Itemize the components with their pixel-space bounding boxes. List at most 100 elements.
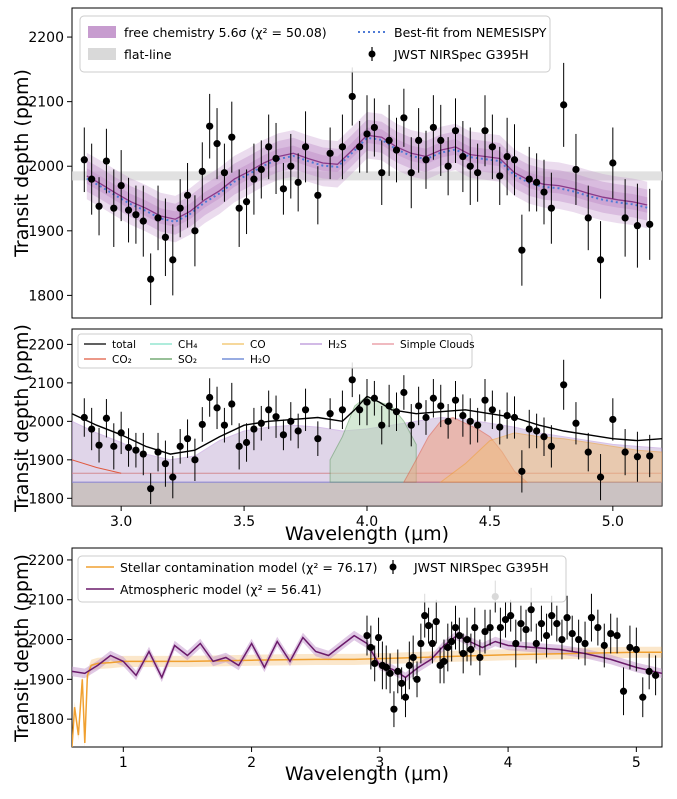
panel-top-data-point (540, 188, 548, 196)
panel-bottom-ytick-label: 2200 (28, 553, 64, 569)
panel-top-data-point (633, 222, 642, 230)
panel-bottom-xtick-label: 3 (375, 755, 384, 771)
panel-top-data-point (533, 178, 541, 186)
panel-top-data-point (584, 214, 592, 222)
panel-middle-ytick-label: 2000 (28, 414, 64, 430)
panel-top-data-point (560, 101, 568, 109)
panel-bottom-data-point (532, 639, 540, 648)
panel-bottom-ytick-label: 2000 (28, 633, 64, 649)
panel-bottom-data-point (507, 612, 515, 620)
panel-top-data-point (183, 191, 192, 199)
legend-marker-jwst-bottom (389, 563, 397, 571)
panel-bottom-data-point (481, 627, 489, 636)
panel-bottom-data-point (548, 612, 556, 620)
legend-label-free-chemistry: free chemistry 5.6σ (χ² = 50.08) (124, 25, 327, 40)
legend-h2s: H₂S (328, 339, 347, 351)
panel-middle-ytick-label: 1900 (28, 453, 64, 469)
panel-bottom-xtick-label: 5 (632, 755, 641, 771)
panel-top-data-point (437, 136, 445, 144)
free-chemistry-band (86, 127, 648, 227)
panel-middle-data-point (533, 427, 541, 435)
panel-top-data-point (621, 214, 629, 222)
panel-bottom-data-point (374, 633, 383, 642)
panel-middle-data-point (621, 448, 629, 456)
atmospheric-model-line (72, 634, 662, 680)
panel-middle-plot-area (72, 359, 662, 506)
panel-top-plot-area (72, 62, 662, 306)
panel-top-data-point (429, 123, 437, 132)
panel-top-data-point (510, 156, 519, 164)
panel-middle-data-point (132, 446, 140, 454)
panel-top-data-point (338, 143, 347, 151)
panel-bottom-data-point (542, 631, 551, 640)
panel-top-data-point (176, 204, 184, 212)
panel-bottom-data-point (413, 675, 421, 683)
legend-box-bottom (77, 555, 567, 603)
panel-middle: 1800 1900 2000 2100 2200 3.0 3.5 4.0 4.5 5.0 Tra… (11, 324, 663, 545)
legend-marker-jwst (368, 50, 376, 58)
panel-bottom-data-point (398, 679, 406, 687)
panel-top-data-point (451, 127, 460, 135)
panel-middle-xlabel: Wavelength (μm) (285, 523, 449, 545)
panel-bottom-data-point (587, 614, 596, 622)
panel-top-data-point (294, 178, 302, 186)
panel-top-data-point (80, 156, 88, 164)
legend-band-flat-line (88, 48, 116, 60)
flat-line-band (72, 171, 662, 181)
panel-middle-xticks: 3.0 3.5 4.0 4.5 5.0 (110, 506, 624, 530)
panel-middle-data-point (540, 433, 548, 441)
panel-top-ytick-label: 1800 (28, 288, 64, 304)
panel-middle-data-point (466, 417, 474, 425)
panel-bottom-data-point (394, 667, 402, 675)
panel-top-data-point (301, 143, 310, 151)
panel-top-data-point (609, 159, 617, 167)
panel-top-data-point (213, 140, 221, 148)
panel-bottom-data-point (575, 635, 583, 644)
panel-middle-data-point (422, 413, 430, 422)
panel-middle-data-point (407, 421, 415, 429)
panel-top-data-point (370, 123, 378, 132)
panel-bottom-data-point (651, 671, 660, 679)
panel-middle-data-point (363, 398, 371, 406)
panel-top-data-point (392, 146, 401, 154)
panel-top-data-point (206, 122, 214, 130)
panel-middle-data-point (257, 419, 265, 427)
panel-top-ytick-label: 2200 (28, 30, 64, 46)
panel-bottom-data-point (467, 645, 475, 654)
panel-middle-data-point (102, 414, 111, 422)
panel-middle-data-point (294, 427, 302, 435)
panel-bottom-data-point (522, 625, 530, 634)
panel-middle-xtick-label: 5.0 (602, 514, 624, 530)
panel-middle-data-point (510, 413, 519, 422)
panel-top-data-point (348, 92, 356, 101)
panel-bottom-data-point (424, 622, 433, 630)
panel-middle-data-point (161, 460, 170, 468)
legend-label-flat-line: flat-line (124, 47, 172, 62)
panel-bottom-xtick-label: 4 (504, 755, 513, 771)
panel-middle-data-point (451, 396, 460, 404)
panel-bottom-data-point (459, 649, 467, 658)
panel-bottom-data-point (417, 639, 425, 648)
panel-top-data-point (547, 204, 555, 212)
panel-middle-data-point (560, 381, 568, 389)
panel-top-yticks: 1800 1900 2000 2100 2200 (28, 30, 72, 304)
panel-top-data-point (466, 162, 474, 170)
panel-top-data-point (525, 175, 533, 183)
panel-top-data-point (518, 246, 526, 254)
panel-middle-data-point (437, 402, 445, 410)
panel-bottom-data-point (619, 687, 628, 695)
panel-top-data-point (488, 143, 496, 151)
panel-middle-ytick-label: 1800 (28, 491, 64, 507)
panel-bottom-data-point (613, 631, 621, 640)
panel-bottom-data-point (632, 645, 640, 654)
panel-top: 1800 1900 2000 2100 2200 Transit depth (ppm)… (11, 7, 663, 319)
panel-middle-data-point (356, 406, 364, 414)
panel-bottom-data-point (639, 693, 647, 701)
panel-bottom-data-point (607, 629, 615, 638)
panel-top-data-point (169, 256, 177, 264)
panel-top-data-point (326, 149, 334, 157)
panel-top-data-point (265, 143, 273, 151)
panel-top-data-point (250, 175, 258, 183)
panel-bottom-yticks: 1800 1900 2000 2100 2200 (28, 553, 72, 728)
